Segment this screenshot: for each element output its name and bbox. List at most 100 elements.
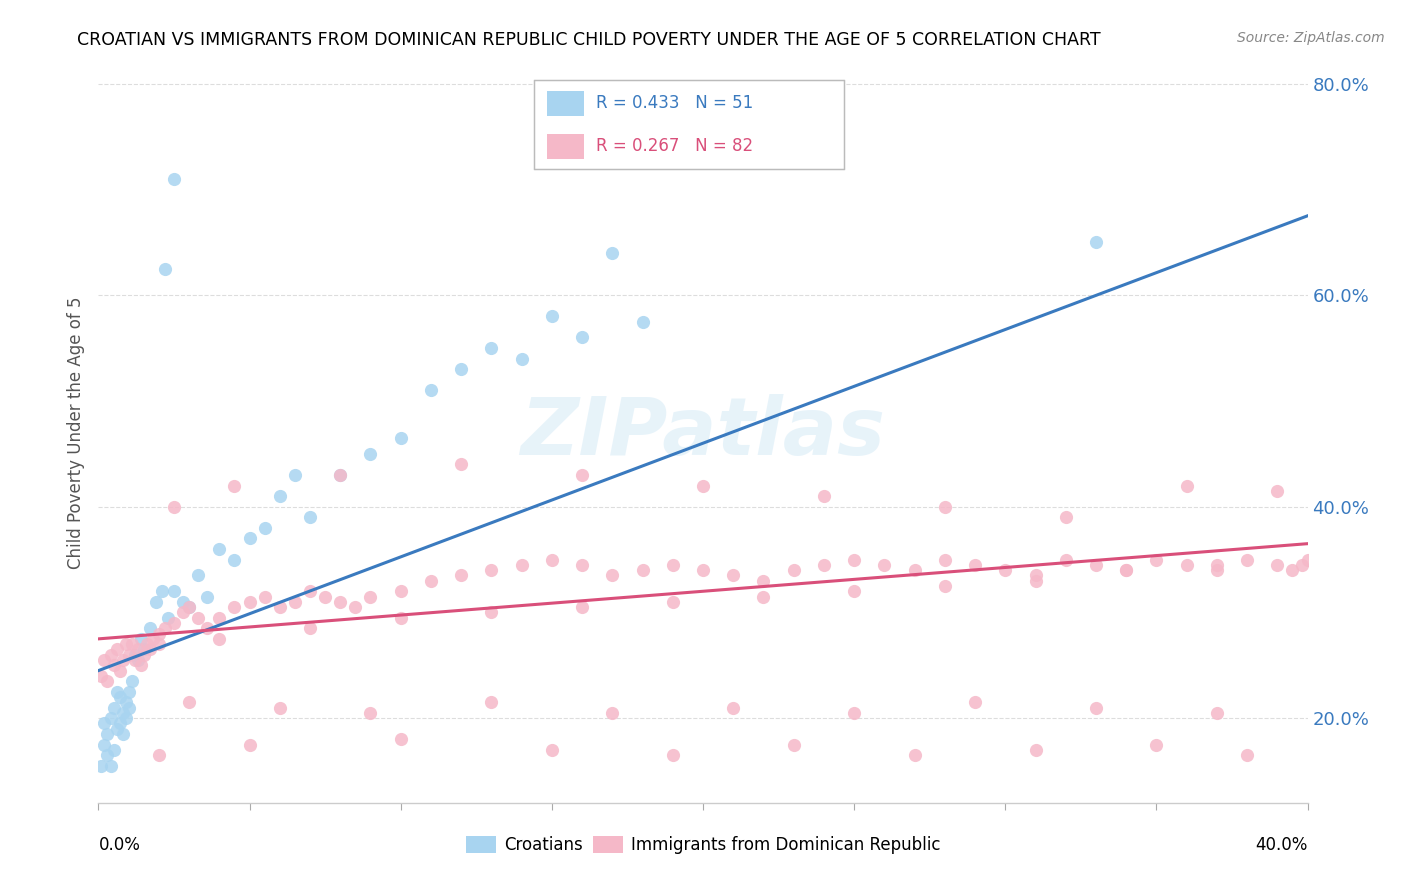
Point	[163, 584, 186, 599]
Point	[661, 748, 683, 763]
Point	[844, 552, 866, 566]
Point	[571, 558, 593, 572]
Point	[118, 648, 141, 662]
Point	[602, 706, 624, 720]
Point	[299, 510, 322, 524]
Point	[208, 541, 231, 556]
Point	[844, 706, 866, 720]
Point	[108, 664, 131, 678]
Point	[121, 674, 143, 689]
Point	[153, 621, 176, 635]
Point	[1085, 235, 1108, 250]
Point	[145, 595, 167, 609]
Point	[129, 658, 152, 673]
Point	[163, 171, 186, 186]
Point	[96, 727, 118, 741]
Point	[934, 552, 956, 566]
Point	[139, 642, 162, 657]
Point	[1175, 558, 1198, 572]
Point	[163, 500, 186, 514]
Point	[1267, 483, 1289, 498]
Point	[100, 648, 122, 662]
Point	[1144, 552, 1167, 566]
Point	[224, 600, 246, 615]
Point	[111, 727, 134, 741]
Point	[360, 590, 382, 604]
Point	[1267, 558, 1289, 572]
Point	[571, 330, 593, 344]
Point	[389, 732, 412, 747]
Point	[124, 653, 146, 667]
Point	[934, 500, 956, 514]
Point	[1175, 478, 1198, 492]
Point	[103, 658, 125, 673]
Point	[571, 467, 593, 482]
Point	[1206, 563, 1229, 577]
Point	[1024, 743, 1046, 757]
Point	[253, 521, 276, 535]
Point	[284, 595, 307, 609]
Point	[179, 695, 201, 709]
Point	[329, 467, 352, 482]
Point	[481, 341, 503, 355]
Point	[661, 595, 683, 609]
Point	[752, 590, 775, 604]
Point	[360, 447, 382, 461]
Point	[111, 653, 134, 667]
Point	[1281, 563, 1303, 577]
Point	[1206, 558, 1229, 572]
Text: R = 0.433   N = 51: R = 0.433 N = 51	[596, 95, 754, 112]
Point	[90, 758, 112, 772]
Point	[420, 574, 443, 588]
Point	[96, 674, 118, 689]
Point	[129, 632, 152, 646]
Point	[1115, 563, 1137, 577]
Point	[187, 568, 209, 582]
Point	[93, 716, 115, 731]
Point	[1236, 552, 1258, 566]
Point	[121, 637, 143, 651]
Point	[118, 700, 141, 714]
Point	[1024, 574, 1046, 588]
Text: Source: ZipAtlas.com: Source: ZipAtlas.com	[1237, 31, 1385, 45]
Point	[93, 738, 115, 752]
Point	[752, 574, 775, 588]
Point	[450, 458, 472, 472]
Point	[224, 478, 246, 492]
Point	[208, 610, 231, 624]
Point	[510, 351, 533, 366]
Point	[994, 563, 1017, 577]
Point	[139, 621, 162, 635]
FancyBboxPatch shape	[547, 91, 583, 116]
Text: 0.0%: 0.0%	[98, 837, 141, 855]
Point	[103, 743, 125, 757]
Point	[813, 489, 835, 503]
Point	[148, 637, 170, 651]
Point	[1236, 748, 1258, 763]
Point	[269, 600, 291, 615]
Point	[965, 558, 987, 572]
Point	[239, 595, 262, 609]
Point	[723, 568, 745, 582]
Text: R = 0.267   N = 82: R = 0.267 N = 82	[596, 137, 754, 155]
Text: CROATIAN VS IMMIGRANTS FROM DOMINICAN REPUBLIC CHILD POVERTY UNDER THE AGE OF 5 : CROATIAN VS IMMIGRANTS FROM DOMINICAN RE…	[77, 31, 1101, 49]
Point	[179, 600, 201, 615]
Point	[156, 610, 179, 624]
Point	[813, 558, 835, 572]
Point	[135, 637, 157, 651]
FancyBboxPatch shape	[547, 134, 583, 159]
Point	[602, 245, 624, 260]
Point	[510, 558, 533, 572]
Point	[1054, 552, 1077, 566]
Point	[481, 606, 503, 620]
Legend: Croatians, Immigrants from Dominican Republic: Croatians, Immigrants from Dominican Rep…	[458, 830, 948, 861]
Point	[105, 722, 128, 736]
Point	[783, 563, 806, 577]
Point	[208, 632, 231, 646]
Point	[540, 552, 562, 566]
Point	[1291, 558, 1313, 572]
Point	[344, 600, 367, 615]
Point	[314, 590, 336, 604]
Point	[108, 716, 131, 731]
Point	[844, 584, 866, 599]
